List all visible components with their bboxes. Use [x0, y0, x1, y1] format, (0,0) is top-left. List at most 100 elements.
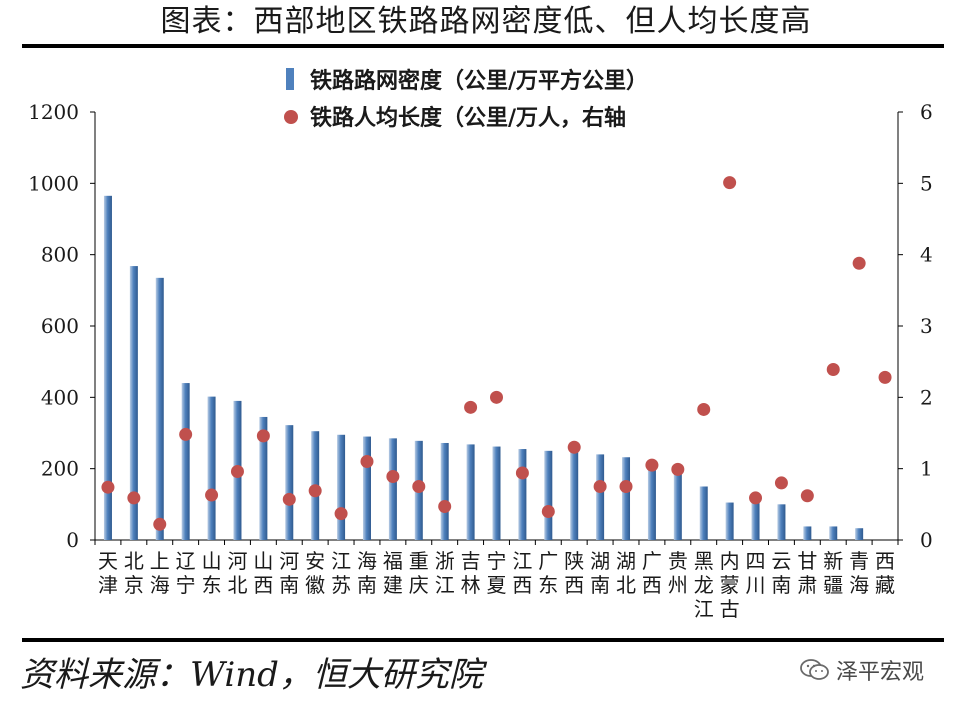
watermark: 泽平宏观 [800, 652, 924, 688]
dot [438, 499, 452, 513]
x-tick-label: 江西 [512, 549, 532, 597]
x-tick-label-char: 浙 [435, 549, 455, 573]
x-tick-label: 湖北 [616, 549, 636, 597]
bar [647, 465, 656, 540]
dot [334, 507, 348, 521]
bar [362, 436, 371, 540]
dot [127, 491, 141, 505]
x-tick-label: 广西 [642, 549, 662, 597]
x-tick-label-char: 四 [746, 549, 766, 573]
x-tick-label-char: 广 [538, 549, 558, 573]
bar [181, 383, 190, 540]
x-tick-label-char: 吉 [461, 549, 481, 573]
bar [259, 416, 268, 540]
bottom-divider [22, 638, 944, 642]
x-tick-label-char: 津 [98, 573, 118, 597]
x-tick-label: 浙江 [435, 549, 455, 597]
x-tick-label-char: 夏 [487, 573, 507, 597]
x-tick-label-char: 江 [435, 573, 455, 597]
dot [308, 484, 322, 498]
x-tick-label-char: 徽 [305, 573, 325, 597]
legend-bar-swatch [286, 68, 294, 90]
x-tick-label: 吉林 [461, 549, 481, 597]
bar [596, 454, 605, 540]
y-right-tick-label: 0 [920, 528, 933, 552]
x-tick-label-char: 甘 [797, 549, 817, 573]
x-tick-label-char: 山 [202, 549, 222, 573]
axes: 0 200 400 600 800 1000 1200 0 1 2 3 4 5 6 [28, 100, 933, 552]
y-right-tick-label: 4 [920, 243, 933, 267]
bar [103, 195, 112, 541]
y-left-tick-label: 1200 [28, 100, 79, 124]
x-tick-label-char: 湖 [616, 549, 636, 573]
dot [256, 429, 270, 443]
x-tick-label: 甘肃 [797, 549, 817, 597]
top-divider [22, 44, 944, 48]
x-tick-label-char: 江 [331, 549, 351, 573]
y-right-tick-label: 6 [920, 100, 933, 124]
dot [697, 402, 711, 416]
x-tick-label-char: 川 [746, 573, 766, 597]
x-tick-label-char: 广 [642, 549, 662, 573]
x-tick-label-char: 辽 [176, 549, 196, 573]
dot [464, 400, 478, 414]
x-tick-label: 广东 [538, 549, 558, 597]
bar [803, 526, 812, 540]
bar [129, 266, 138, 540]
bar [777, 504, 786, 540]
legend-dot-swatch [284, 110, 298, 124]
x-tick-label-char: 青 [849, 549, 869, 573]
x-tick-label-char: 海 [357, 549, 377, 573]
y-left-tick-label: 400 [41, 385, 79, 409]
x-tick-label-char: 西 [253, 573, 273, 597]
x-tick-label-char: 南 [357, 573, 377, 597]
x-tick-label-char: 东 [202, 573, 222, 597]
x-tick-label-char: 宁 [176, 573, 196, 597]
chart-title: 图表：西部地区铁路路网密度低、但人均长度高 [160, 4, 812, 39]
x-tick-label: 福建 [383, 549, 403, 597]
bar [829, 526, 838, 540]
x-tick-label-char: 陕 [564, 549, 584, 573]
bar [492, 446, 501, 540]
x-axis-labels: 天津北京上海辽宁山东河北山西河南安徽江苏海南福建重庆浙江吉林宁夏江西广东陕西湖南… [98, 549, 895, 621]
y-right-tick-label: 3 [920, 314, 933, 338]
x-tick-label-char: 北 [616, 573, 636, 597]
dot [205, 488, 219, 502]
bar [518, 449, 527, 540]
x-tick-label-char: 云 [771, 549, 791, 573]
bar [544, 450, 553, 540]
dot [386, 470, 400, 484]
bar [440, 442, 449, 540]
x-tick-label: 青海 [849, 549, 869, 597]
bar [466, 444, 475, 540]
x-tick-label-char: 古 [720, 597, 740, 621]
x-tick-label: 山西 [253, 549, 273, 597]
bar-series [103, 195, 864, 541]
x-tick-label-char: 重 [409, 549, 429, 573]
dot [826, 363, 840, 377]
dot [179, 427, 193, 441]
dot [749, 491, 763, 505]
bar [207, 396, 216, 540]
x-tick-label: 新疆 [823, 549, 843, 597]
x-tick-label-char: 北 [227, 573, 247, 597]
x-tick-label-char: 安 [305, 549, 325, 573]
x-tick-label-char: 建 [383, 573, 403, 597]
x-tick-label-char: 苏 [331, 573, 351, 597]
x-tick-label-char: 山 [253, 549, 273, 573]
dot [360, 455, 374, 469]
dot [774, 476, 788, 490]
x-tick-label-char: 黑 [694, 549, 714, 573]
x-tick-label-char: 江 [512, 549, 532, 573]
x-tick-label-char: 西 [564, 573, 584, 597]
dot [230, 465, 244, 479]
x-tick-label: 四川 [746, 549, 766, 597]
x-tick-label-char: 肃 [797, 573, 817, 597]
x-tick-label-char: 河 [279, 549, 299, 573]
x-tick-label-char: 藏 [875, 573, 895, 597]
x-tick-label-char: 庆 [409, 573, 429, 597]
chart-area: 0 200 400 600 800 1000 1200 0 1 2 3 4 5 6 铁路路网密度（公里/万… [28, 68, 933, 621]
x-tick-label-char: 京 [124, 573, 144, 597]
x-tick-label: 内蒙古 [720, 549, 740, 621]
x-tick-label-char: 林 [461, 573, 481, 597]
